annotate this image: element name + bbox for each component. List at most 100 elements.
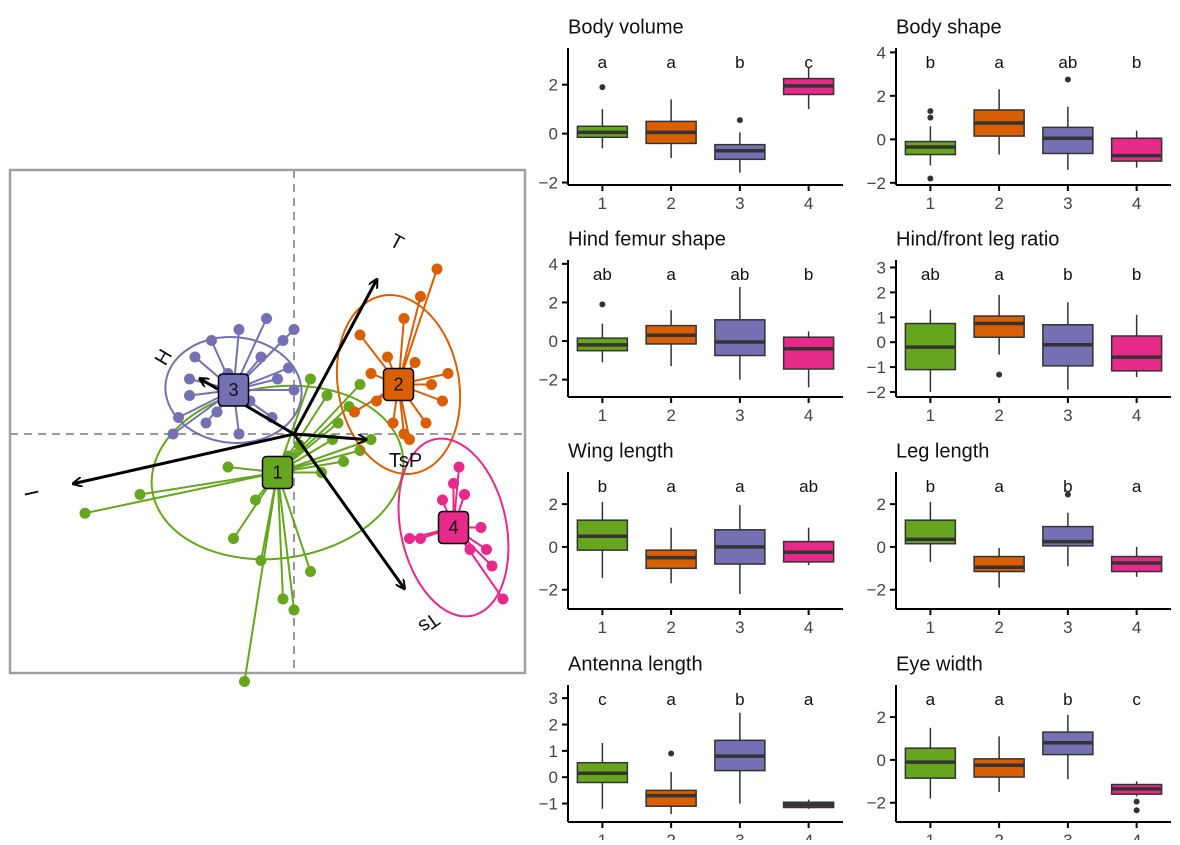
x-tick-label: 2 <box>994 618 1003 637</box>
loading-arrow-TsP <box>293 432 366 440</box>
group-1-point <box>239 676 250 687</box>
y-tick-label: −2 <box>867 581 886 600</box>
group-1-centroid-box <box>261 455 294 490</box>
significance-letter: b <box>1132 53 1141 72</box>
boxplot-panel-4: Hind/front leg ratio −2 −1 0 1 2 3 1 ab 2 a 3 b 4 b <box>867 228 1171 425</box>
significance-letter: a <box>666 265 676 284</box>
significance-letter: ab <box>730 265 749 284</box>
box-iqr <box>1110 335 1163 372</box>
group-1-point <box>305 566 316 577</box>
box-iqr <box>1042 126 1094 155</box>
x-tick-label: 4 <box>804 194 813 213</box>
group-3-point <box>272 373 283 385</box>
x-tick-label: 2 <box>666 831 675 840</box>
box-outlier <box>1133 807 1140 814</box>
group-2-point <box>420 417 432 429</box>
y-tick-label: −1 <box>539 795 558 814</box>
group-2-point <box>426 379 437 390</box>
significance-letter: ab <box>593 265 612 284</box>
significance-letter: b <box>926 477 935 496</box>
group-2-point <box>437 395 448 407</box>
group-1-point <box>255 555 267 566</box>
y-tick-label: 2 <box>549 76 558 95</box>
group-4-centroid-box <box>437 510 470 545</box>
y-tick-label: 2 <box>549 293 558 312</box>
significance-letter: a <box>735 477 745 496</box>
box-outlier <box>1064 491 1071 498</box>
group-4-point <box>459 489 470 500</box>
group-4-point <box>453 461 465 473</box>
loading-arrow-Ts <box>292 433 404 588</box>
x-tick-label: 3 <box>1063 831 1072 840</box>
boxplot-panel-5: Wing length −2 0 2 1 b 2 a 3 a 4 ab <box>539 440 843 637</box>
group-3-point <box>233 324 245 335</box>
group-3-centroid-label: 3 <box>228 380 238 400</box>
group-2-point <box>431 263 443 275</box>
group-2-point <box>404 434 415 445</box>
group-3-point <box>261 313 272 324</box>
y-tick-label: 0 <box>549 125 558 144</box>
x-tick-label: 3 <box>735 618 744 637</box>
group-2-point <box>415 291 426 302</box>
significance-letter: a <box>1132 477 1142 496</box>
group-2-point <box>398 313 410 324</box>
loading-label-I: I <box>21 488 44 498</box>
significance-letter: a <box>666 477 676 496</box>
boxplot-panel-7: Antenna length −1 0 1 2 3 1 c 2 a 3 b 4 a <box>539 653 843 845</box>
group-1-point <box>354 379 366 390</box>
box-outlier <box>927 114 934 121</box>
group-2-centroid-box <box>382 367 415 402</box>
group-3-point <box>200 417 212 429</box>
x-tick-label: 1 <box>598 618 607 637</box>
y-tick-label: 2 <box>877 708 886 727</box>
box-outlier <box>736 117 743 124</box>
group-4-point <box>481 544 492 555</box>
group-3-point <box>184 390 195 401</box>
loading-label-T: T <box>386 230 407 255</box>
y-tick-label: −2 <box>867 383 886 402</box>
y-tick-label: 0 <box>549 538 558 557</box>
box-iqr <box>645 789 697 807</box>
group-3-point <box>288 384 300 396</box>
y-tick-label: −2 <box>539 371 558 390</box>
group-1-spoke <box>139 471 278 496</box>
loading-label-H: H <box>151 346 177 370</box>
y-tick-label: 2 <box>549 495 558 514</box>
significance-letter: c <box>804 53 813 72</box>
x-tick-label: 1 <box>926 831 935 840</box>
significance-letter: a <box>926 690 936 709</box>
box-iqr <box>973 555 1025 573</box>
group-3-point <box>233 428 245 440</box>
significance-letter: a <box>804 690 814 709</box>
group-1-point <box>79 507 91 519</box>
box-iqr <box>714 319 766 357</box>
group-1-point <box>134 489 146 500</box>
x-tick-label: 2 <box>666 194 675 213</box>
group-1-point <box>365 434 377 445</box>
significance-letter: a <box>994 265 1004 284</box>
y-tick-label: 2 <box>549 716 558 735</box>
y-tick-label: 1 <box>549 742 558 761</box>
panel-title: Hind/front leg ratio <box>896 228 1059 250</box>
y-tick-label: −2 <box>539 581 558 600</box>
group-1-spoke <box>243 472 279 682</box>
group-1-point <box>321 390 333 401</box>
boxplot-panel-2: Body shape −2 0 2 4 1 b 2 a 3 ab 4 b <box>867 16 1171 213</box>
x-tick-label: 4 <box>1132 618 1141 637</box>
x-tick-label: 4 <box>1132 831 1141 840</box>
x-tick-label: 1 <box>926 618 935 637</box>
x-tick-label: 4 <box>804 831 813 840</box>
group-1-spoke <box>276 472 284 600</box>
panel-title: Antenna length <box>568 653 703 675</box>
box-outlier <box>599 84 606 91</box>
significance-letter: a <box>666 690 676 709</box>
group-3-point <box>255 351 267 363</box>
x-tick-label: 3 <box>735 194 744 213</box>
x-tick-label: 3 <box>1063 194 1072 213</box>
x-tick-label: 1 <box>598 406 607 425</box>
biplot-panel: T H TsP I Ts 1 2 3 4 <box>8 168 527 687</box>
x-tick-label: 1 <box>598 194 607 213</box>
significance-letter: a <box>994 477 1004 496</box>
group-1-layer <box>79 373 405 687</box>
